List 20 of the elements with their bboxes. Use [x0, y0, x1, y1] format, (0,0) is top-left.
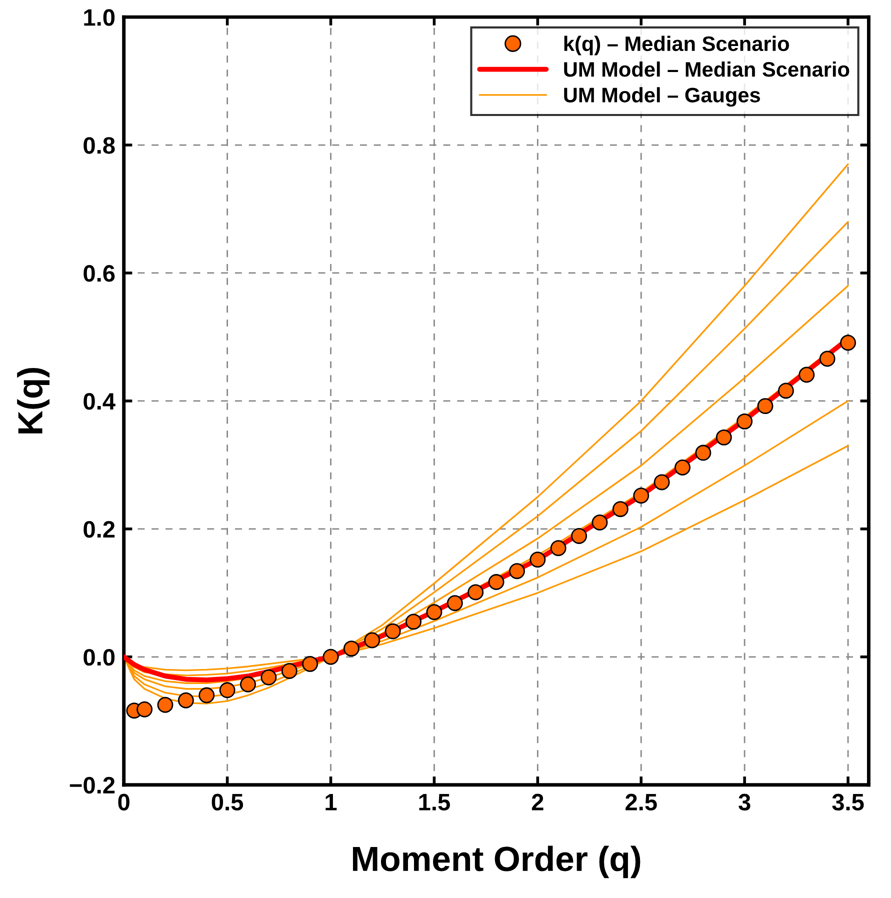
x-tick-label: 1	[326, 794, 337, 810]
y-tick-label: 0.8	[84, 137, 115, 154]
x-axis-title: Moment Order (q)	[352, 846, 640, 878]
x-tick-label: 0.5	[212, 794, 244, 811]
y-tick-label: 0.2	[84, 520, 115, 538]
y-tick-label: −0.2	[70, 776, 115, 794]
x-tick-label: 3	[738, 794, 750, 811]
x-tick-label: 2	[532, 794, 544, 810]
legend-label: UM Model – Median Scenario	[564, 61, 850, 77]
y-tick-label: 1.0	[84, 9, 115, 26]
y-tick-label: 0.4	[84, 393, 116, 410]
legend-label: k(q) – Median Scenario	[564, 36, 789, 56]
legend-label: UM Model – Gauges	[564, 87, 760, 107]
x-tick-label: 1.5	[419, 794, 450, 811]
x-tick-label: 3.5	[832, 794, 864, 811]
x-tick-label: 2.5	[626, 794, 657, 811]
y-tick-label: 0.0	[84, 648, 115, 666]
x-tick-label: 0	[118, 794, 130, 811]
y-axis-title: K(q)	[17, 368, 50, 434]
y-tick-label: 0.6	[84, 265, 115, 282]
